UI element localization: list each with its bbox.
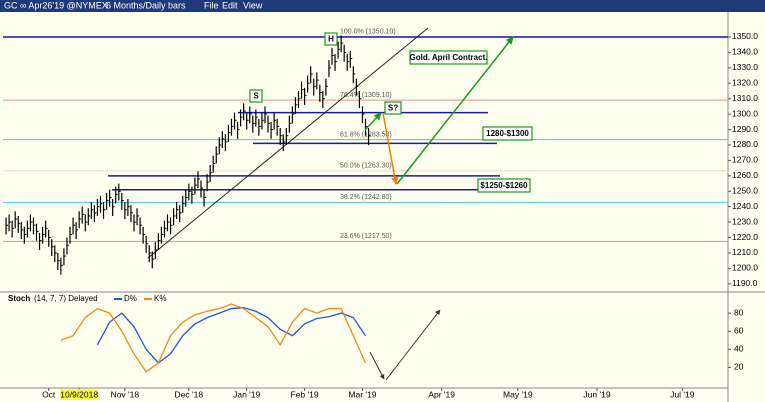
- tick-highlight: [60, 389, 99, 400]
- y-tick-label: 1200.0: [732, 263, 758, 273]
- annotation-text: 1280-$1300: [486, 129, 529, 138]
- panel-title: Stoch: [8, 294, 30, 303]
- annotation-text: $1250-$1260: [480, 181, 528, 190]
- y-tick-label: 80: [734, 307, 744, 317]
- x-tick-label: 10/9/2018: [60, 389, 98, 399]
- stoch-line: [60, 303, 367, 373]
- x-tick-label: Jan '19: [233, 389, 260, 399]
- y-tick-label: 1320.0: [732, 78, 758, 88]
- arrow: [364, 112, 382, 131]
- arrow: [385, 309, 441, 381]
- y-tick-label: 1280.0: [732, 139, 758, 149]
- annotation-box: [409, 50, 488, 65]
- stoch-line: [96, 307, 367, 364]
- symbol[interactable]: GC ∞ Apr26'19 @NYMEX: [4, 0, 108, 10]
- x-tick-label: Oct: [42, 389, 56, 399]
- y-tick-label: 1350.0: [732, 31, 758, 41]
- x-tick-label: Dec '18: [175, 389, 204, 399]
- annotation-text: S: [253, 92, 259, 101]
- annotation-text: S?: [388, 104, 398, 113]
- y-tick-label: 40: [734, 344, 744, 354]
- y-tick-label: 1290.0: [732, 124, 758, 134]
- y-tick-label: 1340.0: [732, 47, 758, 57]
- period[interactable]: 6 Months/Daily bars: [106, 0, 186, 10]
- annotation-text: H: [328, 35, 334, 44]
- fib-label: 76.4% (1309.10): [340, 92, 392, 99]
- y-tick-label: 1210.0: [732, 247, 758, 257]
- y-tick-label: 1190.0: [732, 278, 758, 288]
- annotation-box: [482, 126, 533, 141]
- fib-label: 38.2% (1242.80): [340, 194, 392, 201]
- arrow: [396, 36, 514, 185]
- arrow: [369, 351, 385, 380]
- y-tick-label: 60: [734, 325, 744, 335]
- x-tick-label: Apr '19: [428, 389, 455, 399]
- y-tick-label: 1250.0: [732, 186, 758, 196]
- menu-item[interactable]: File: [204, 0, 219, 10]
- y-tick-label: 1220.0: [732, 232, 758, 242]
- y-tick-label: 1300.0: [732, 108, 758, 118]
- annotation-box: [477, 178, 531, 193]
- y-tick-label: 1330.0: [732, 62, 758, 72]
- annotation-box: [249, 89, 263, 103]
- x-tick-label: Jul '19: [670, 389, 695, 399]
- annotation-box: [324, 32, 338, 46]
- menu-item[interactable]: Edit: [222, 0, 238, 10]
- fib-label: 100.0% (1350.10): [340, 29, 396, 36]
- x-tick-label: Mar '19: [348, 389, 376, 399]
- fib-label: 50.0% (1263.30): [340, 163, 392, 170]
- title-bar: [0, 0, 765, 12]
- y-tick-label: 1270.0: [732, 155, 758, 165]
- annotation-text: Gold. April Contract.: [410, 53, 488, 62]
- y-tick-label: 1310.0: [732, 93, 758, 103]
- trendline: [147, 27, 429, 259]
- menu-item[interactable]: View: [243, 0, 263, 10]
- panel-subtitle: (14, 7, 7) Delayed: [34, 294, 98, 303]
- x-tick-label: May '19: [503, 389, 533, 399]
- y-tick-label: 1230.0: [732, 216, 758, 226]
- legend-label: D%: [124, 294, 137, 303]
- x-tick-label: Jun '19: [583, 389, 610, 399]
- annotation-box: [384, 101, 402, 115]
- x-tick-label: Feb '19: [291, 389, 319, 399]
- arrow: [382, 112, 399, 185]
- y-tick-label: 1260.0: [732, 170, 758, 180]
- legend-label: K%: [154, 294, 166, 303]
- fib-label: 23.6% (1217.50): [340, 233, 392, 240]
- y-tick-label: 20: [734, 362, 744, 372]
- x-tick-label: Nov '18: [111, 389, 140, 399]
- y-tick-label: 1240.0: [732, 201, 758, 211]
